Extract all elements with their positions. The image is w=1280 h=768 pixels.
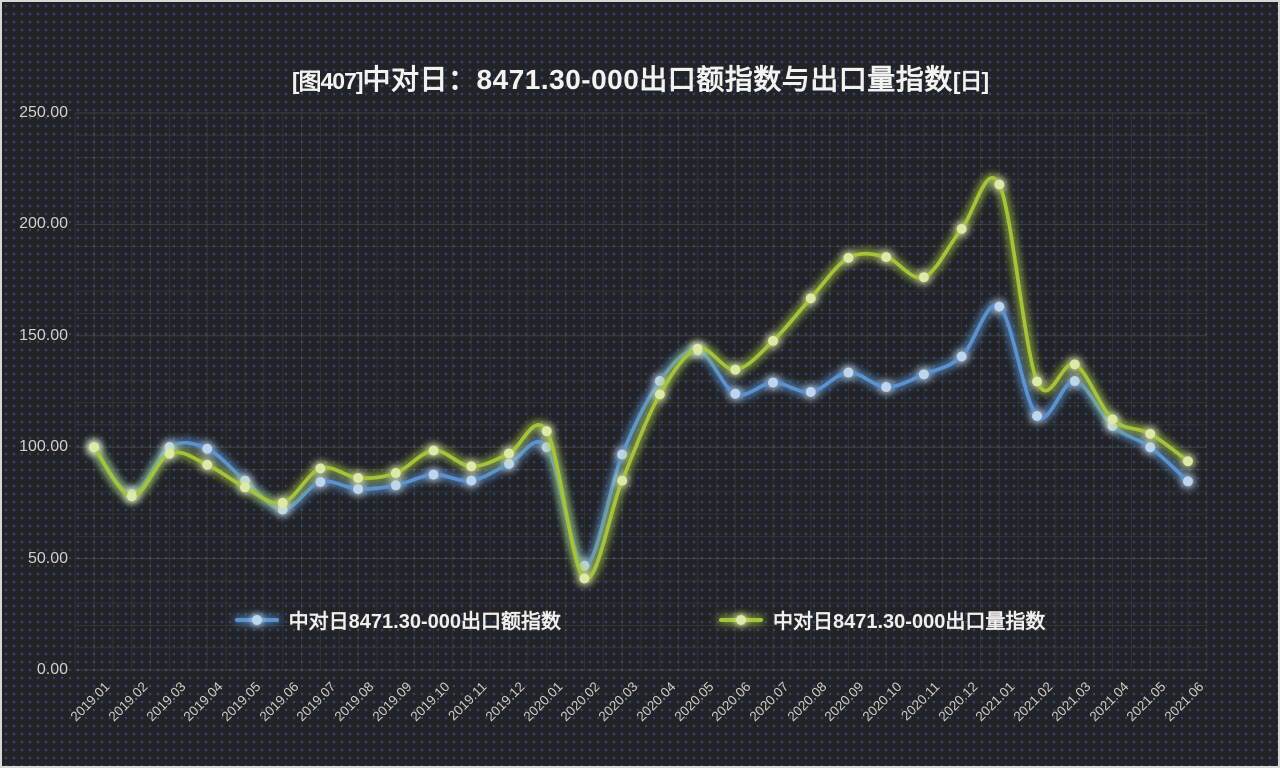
data-point-marker — [1145, 442, 1156, 453]
data-point-marker — [1182, 456, 1193, 467]
legend-label: 中对日8471.30-000出口额指数 — [288, 611, 561, 633]
data-point-marker — [579, 560, 590, 571]
data-point-marker — [617, 449, 628, 460]
data-point-marker — [579, 573, 590, 584]
data-point-marker — [126, 488, 137, 499]
data-point-marker — [918, 272, 929, 283]
data-point-marker — [768, 377, 779, 388]
data-point-marker — [164, 441, 175, 452]
y-tick-label: 200.00 — [19, 215, 68, 233]
data-point-marker — [956, 223, 967, 234]
data-point-marker — [277, 504, 288, 515]
data-point-marker — [126, 491, 137, 502]
legend-line-marker-icon — [234, 614, 279, 625]
data-point-marker — [843, 367, 854, 378]
data-point-marker — [1182, 476, 1193, 487]
data-point-marker — [994, 179, 1005, 190]
data-point-marker — [541, 442, 552, 453]
data-point-marker — [503, 448, 514, 459]
data-point-marker — [503, 458, 514, 469]
data-point-marker — [1145, 428, 1156, 439]
data-point-marker — [956, 351, 967, 362]
data-point-marker — [466, 461, 477, 472]
legend-item-export-quantity: 中对日8471.30-000出口量指数 — [719, 605, 1045, 634]
legend-dot-icon — [251, 614, 262, 625]
data-point-marker — [994, 301, 1005, 312]
data-point-marker — [654, 376, 665, 387]
data-point-marker — [315, 476, 326, 487]
data-point-marker — [466, 475, 477, 486]
data-point-marker — [89, 442, 100, 453]
y-tick-label: 100.00 — [19, 438, 68, 456]
data-point-marker — [654, 389, 665, 400]
data-point-marker — [89, 442, 100, 453]
y-tick-label: 0.00 — [36, 661, 68, 678]
y-tick-label: 150.00 — [19, 326, 68, 344]
data-point-marker — [239, 482, 250, 493]
data-point-marker — [277, 497, 288, 508]
chart-title: [图407]中对日：8471.30-000出口额指数与出口量指数[日] — [2, 58, 1278, 98]
y-tick-label: 250.00 — [19, 104, 68, 121]
data-point-marker — [881, 382, 892, 393]
chart-title-main: 中对日：8471.30-000出口额指数与出口量指数 — [362, 64, 953, 95]
gridlines — [74, 112, 1208, 671]
legend-line-marker-icon — [719, 614, 763, 625]
data-point-marker — [805, 386, 816, 397]
data-point-marker — [541, 426, 552, 437]
data-point-marker — [918, 369, 929, 380]
data-point-marker — [1069, 359, 1080, 370]
data-point-marker — [315, 463, 326, 474]
series-layer — [89, 176, 1193, 584]
data-point-marker — [730, 364, 741, 375]
y-tick-label: 50.00 — [27, 549, 68, 567]
data-point-marker — [1107, 421, 1118, 432]
data-point-marker — [692, 345, 703, 356]
chart-title-prefix: [图407] — [291, 68, 364, 94]
data-point-marker — [1107, 414, 1118, 425]
data-point-marker — [692, 343, 703, 354]
series-line — [92, 303, 1190, 568]
legend-label: 中对日8471.30-000出口量指数 — [773, 611, 1046, 633]
series-0 — [89, 301, 1193, 571]
data-point-marker — [239, 475, 250, 486]
data-point-marker — [164, 448, 175, 459]
data-point-marker — [843, 252, 854, 263]
data-point-marker — [1032, 411, 1043, 422]
data-point-marker — [353, 484, 364, 495]
data-point-marker — [202, 443, 213, 454]
data-point-marker — [768, 335, 779, 346]
data-point-marker — [881, 252, 892, 263]
data-point-marker — [1069, 376, 1080, 387]
data-point-marker — [202, 459, 213, 470]
legend-item-export-value: 中对日8471.30-000出口额指数 — [234, 605, 561, 634]
series-line — [92, 176, 1190, 581]
data-point-marker — [1032, 376, 1043, 387]
legend-dot-icon — [736, 614, 746, 625]
data-point-marker — [730, 388, 741, 399]
data-point-marker — [428, 445, 439, 456]
series-1 — [89, 176, 1193, 584]
chart-title-suffix: [日] — [952, 68, 989, 94]
data-point-marker — [617, 475, 628, 486]
data-point-marker — [353, 472, 364, 483]
legend: 中对日8471.30-000出口额指数 中对日8471.30-000出口量指数 — [2, 605, 1278, 634]
data-point-marker — [390, 468, 401, 479]
data-point-marker — [390, 480, 401, 491]
data-point-marker — [428, 469, 439, 480]
data-point-marker — [805, 293, 816, 304]
